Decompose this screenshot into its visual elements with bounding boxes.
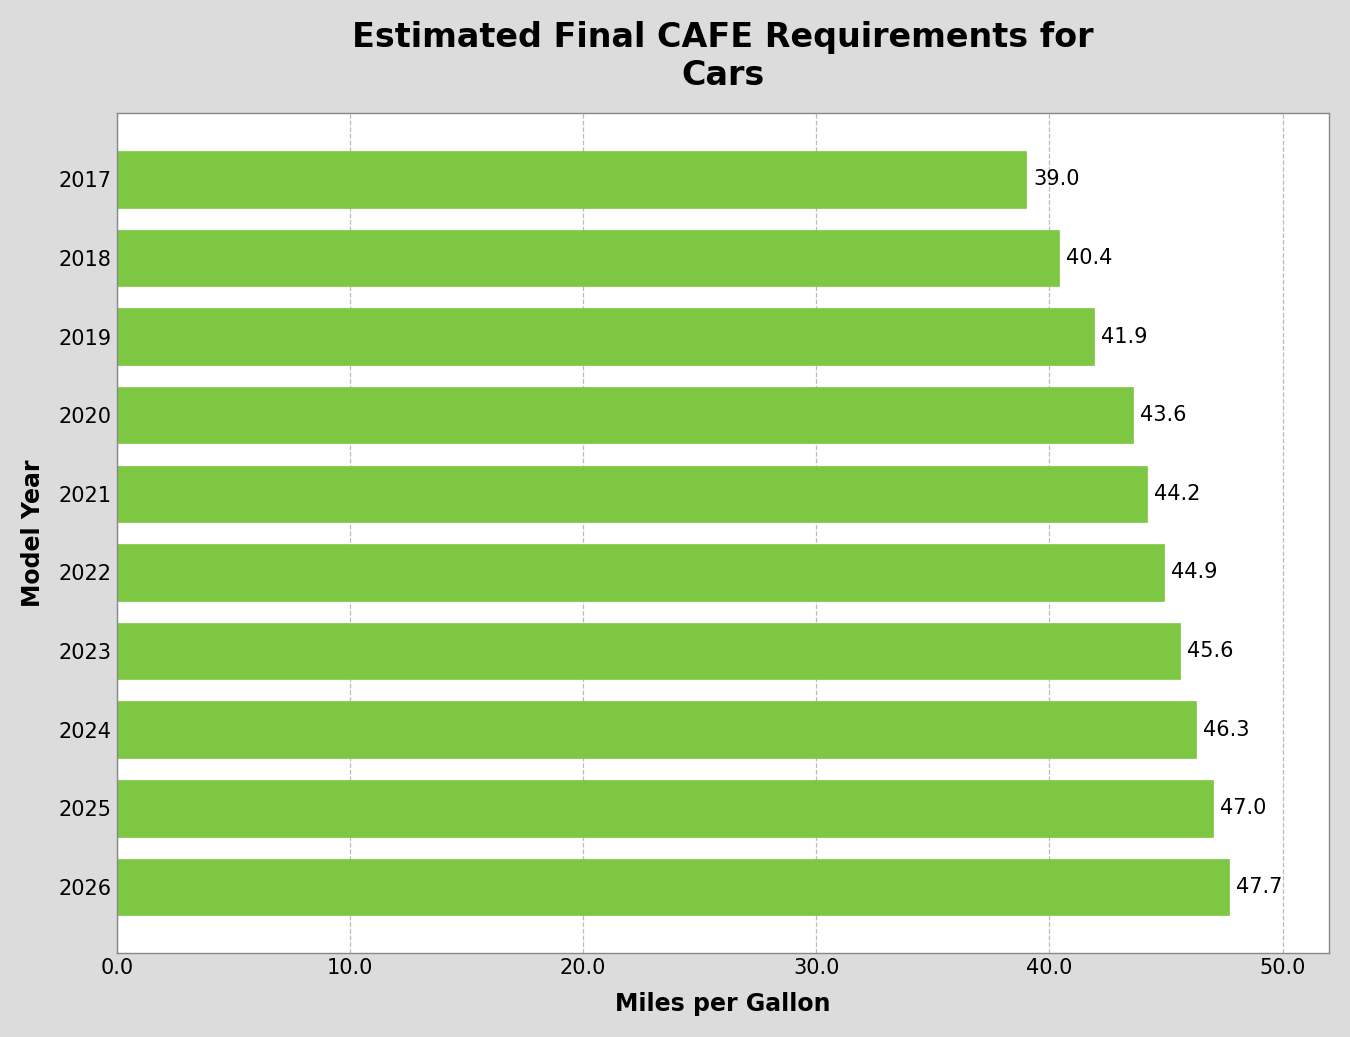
- Bar: [116, 387, 1133, 444]
- Text: 47.0: 47.0: [1219, 798, 1266, 818]
- Bar: [116, 701, 1196, 758]
- Bar: [116, 466, 1148, 522]
- Text: 47.7: 47.7: [1235, 877, 1282, 897]
- Title: Estimated Final CAFE Requirements for
Cars: Estimated Final CAFE Requirements for Ca…: [352, 21, 1094, 92]
- Text: 46.3: 46.3: [1203, 720, 1250, 739]
- Bar: [116, 859, 1228, 916]
- Text: 41.9: 41.9: [1100, 327, 1148, 346]
- Bar: [116, 623, 1180, 679]
- Text: 44.2: 44.2: [1154, 484, 1200, 504]
- Text: 44.9: 44.9: [1170, 562, 1218, 583]
- X-axis label: Miles per Gallon: Miles per Gallon: [616, 992, 830, 1016]
- Y-axis label: Model Year: Model Year: [20, 459, 45, 607]
- Bar: [116, 229, 1058, 286]
- Text: 40.4: 40.4: [1065, 248, 1112, 268]
- Bar: [116, 151, 1026, 207]
- Bar: [116, 308, 1094, 365]
- Text: 43.6: 43.6: [1141, 405, 1187, 425]
- Bar: [116, 780, 1212, 837]
- Bar: [116, 544, 1164, 600]
- Text: 45.6: 45.6: [1187, 641, 1234, 661]
- Text: 39.0: 39.0: [1033, 169, 1080, 190]
